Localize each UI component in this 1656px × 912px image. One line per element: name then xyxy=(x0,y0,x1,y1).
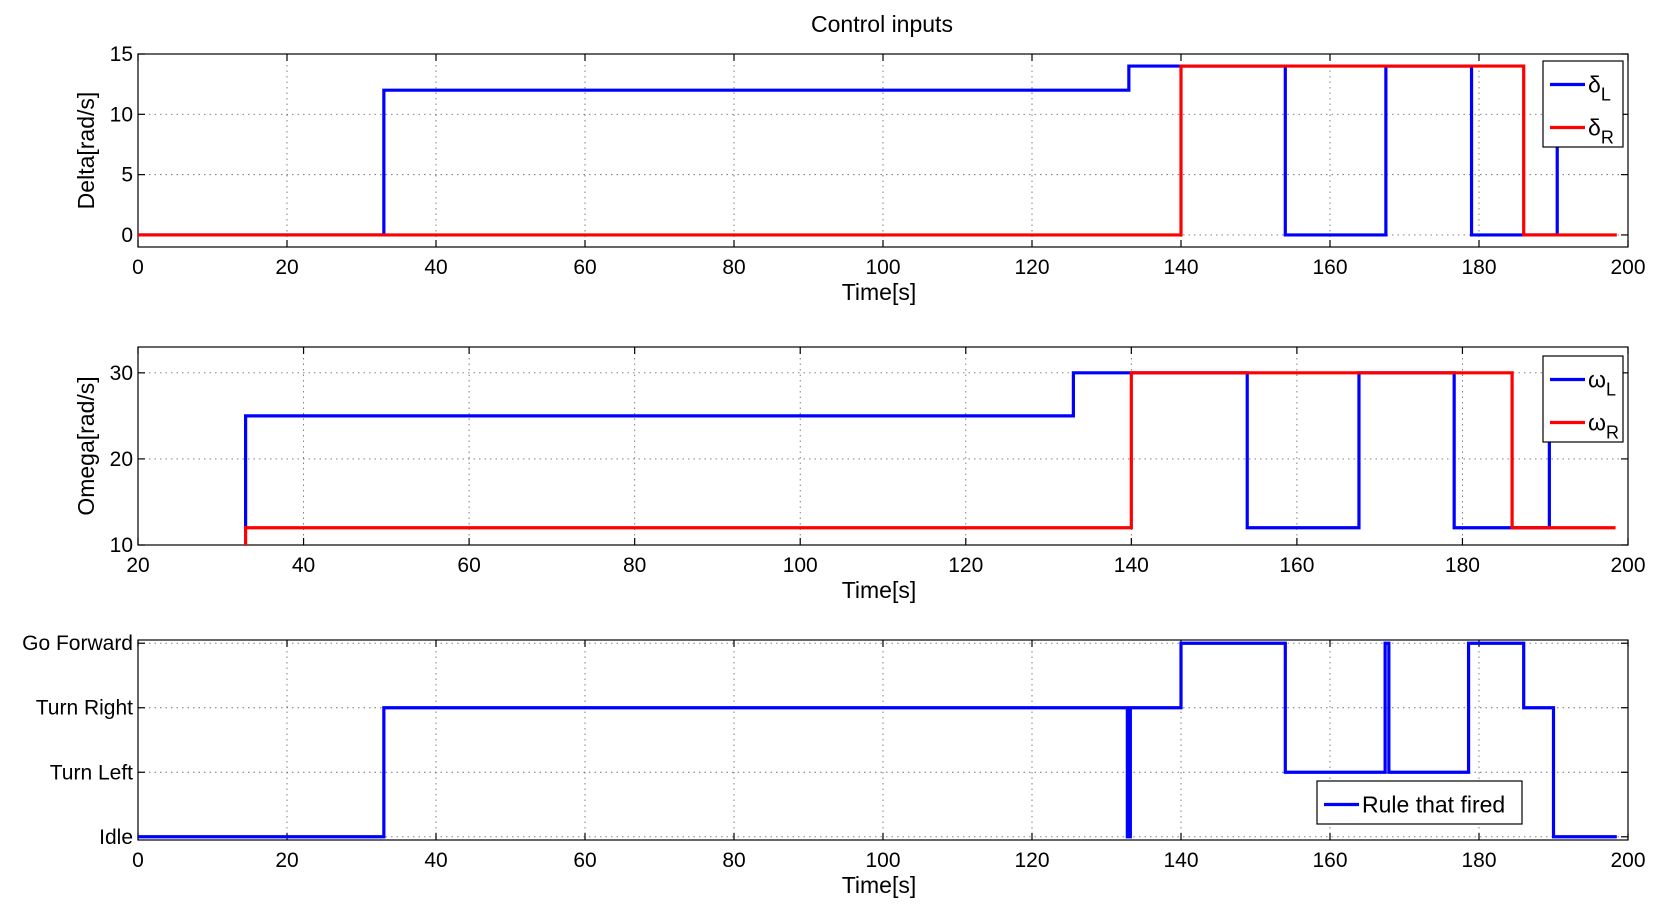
x-tick-label: 140 xyxy=(1163,256,1198,279)
y-tick-label: Turn Right xyxy=(36,697,133,720)
y-tick-label: 10 xyxy=(110,103,133,126)
legend: Rule that fired xyxy=(1316,780,1523,825)
figure-title: Control inputs xyxy=(811,11,953,37)
x-tick-label: 180 xyxy=(1461,849,1496,872)
series-line-rule xyxy=(138,641,1617,839)
legend-box xyxy=(1316,780,1523,825)
x-tick-label: 100 xyxy=(865,849,900,872)
x-tick-label: 160 xyxy=(1312,849,1347,872)
subplots: 0 20 40 60 80 100 120 140 160 180 200051015Time[s]… xyxy=(22,43,1645,898)
legend-box xyxy=(1542,60,1624,148)
x-tick-label: 180 xyxy=(1445,554,1480,577)
x-tick-label: 120 xyxy=(1014,256,1049,279)
subplot-3: 0 20 40 60 80 100 120 140 160 180 200 Idle Turn Left… xyxy=(22,632,1645,898)
x-tick-label: 200 xyxy=(1610,554,1645,577)
y-tick-label: 30 xyxy=(110,362,133,385)
x-tick-label: 140 xyxy=(1163,849,1198,872)
x-tick-label: 40 xyxy=(424,849,447,872)
x-tick-label: 60 xyxy=(573,256,596,279)
x-tick-label: 120 xyxy=(948,554,983,577)
y-tick-label: 10 xyxy=(110,534,133,557)
x-tick-label: 200 xyxy=(1610,849,1645,872)
x-tick-label: 20 xyxy=(275,256,298,279)
x-tick-label: 160 xyxy=(1279,554,1314,577)
x-tick-label: 0 xyxy=(132,849,144,872)
x-tick-label: 20 xyxy=(126,554,149,577)
x-tick-label: 140 xyxy=(1114,554,1149,577)
y-tick-label: 15 xyxy=(110,43,133,66)
x-axis-label: Time[s] xyxy=(842,577,917,603)
y-axis-label: Delta[rad/s] xyxy=(73,92,99,210)
y-tick-label: Turn Left xyxy=(50,761,133,784)
y-tick-label: 0 xyxy=(121,224,133,247)
y-tick-label: 20 xyxy=(110,448,133,471)
x-tick-label: 200 xyxy=(1610,256,1645,279)
axes-box xyxy=(137,346,1629,546)
x-tick-label: 100 xyxy=(783,554,818,577)
legend-box xyxy=(1542,355,1624,443)
x-tick-label: 180 xyxy=(1461,256,1496,279)
x-tick-label: 40 xyxy=(424,256,447,279)
subplot-1: 0 20 40 60 80 100 120 140 160 180 200 0 5 10 15 Time[s]… xyxy=(73,43,1646,305)
x-tick-label: 160 xyxy=(1312,256,1347,279)
x-tick-label: 0 xyxy=(132,256,144,279)
series-line-r xyxy=(138,64,1617,237)
y-tick-label: Idle xyxy=(99,826,133,849)
subplot-2: 20 40 60 80 100 120 140 160 180 200102030Time[s]O… xyxy=(73,346,1646,603)
x-tick-label: 80 xyxy=(722,256,745,279)
x-tick-label: 60 xyxy=(573,849,596,872)
x-tick-label: 80 xyxy=(722,849,745,872)
x-tick-label: 40 xyxy=(292,554,315,577)
y-axis-label: Omega[rad/s] xyxy=(73,376,99,515)
x-axis-label: Time[s] xyxy=(842,872,917,898)
x-tick-label: 20 xyxy=(275,849,298,872)
y-tick-label: Go Forward xyxy=(22,632,133,655)
x-tick-label: 100 xyxy=(865,256,900,279)
y-tick-label: 5 xyxy=(121,164,133,187)
x-tick-label: 60 xyxy=(457,554,480,577)
series-line-r xyxy=(244,371,1616,545)
x-tick-label: 80 xyxy=(623,554,646,577)
legend-label: Rule that fired xyxy=(1362,792,1505,818)
x-tick-label: 120 xyxy=(1014,849,1049,872)
x-axis-label: Time[s] xyxy=(842,279,917,305)
